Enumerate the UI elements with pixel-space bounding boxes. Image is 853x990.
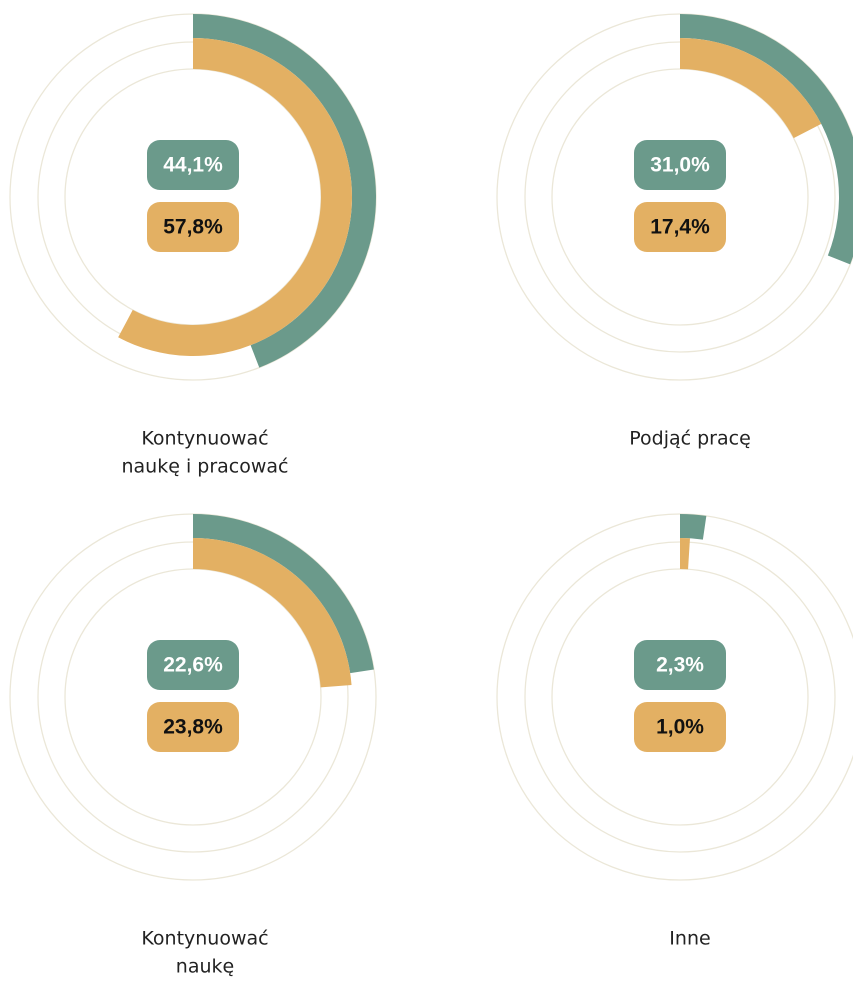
value-label: 31,0% xyxy=(650,154,710,177)
value-label: 57,8% xyxy=(163,216,223,239)
chart-label: Kontynuować xyxy=(141,928,268,950)
guide-circle xyxy=(551,68,809,326)
chart-label: Podjąć pracę xyxy=(629,428,751,450)
value-label: 2,3% xyxy=(656,654,704,677)
radial-bar xyxy=(193,514,374,674)
value-pill xyxy=(634,202,726,252)
value-pill xyxy=(147,140,239,190)
guide-circle xyxy=(64,568,322,826)
chart-label: naukę i pracować xyxy=(122,456,289,478)
value-pill xyxy=(147,202,239,252)
value-pill xyxy=(147,702,239,752)
radial-bar xyxy=(118,38,352,356)
radial-bar xyxy=(193,14,376,368)
guide-circle xyxy=(551,568,809,826)
radial-bar xyxy=(680,14,853,265)
guide-circle xyxy=(524,541,836,853)
value-label: 44,1% xyxy=(163,154,223,177)
value-label: 1,0% xyxy=(656,716,704,739)
value-pill xyxy=(634,140,726,190)
value-label: 17,4% xyxy=(650,216,710,239)
chart-label: naukę xyxy=(176,956,234,978)
chart-label: Kontynuować xyxy=(141,428,268,450)
chart-label: Inne xyxy=(669,928,710,950)
value-pill xyxy=(634,640,726,690)
radial-bar xyxy=(680,38,822,139)
value-pill xyxy=(147,640,239,690)
radial-bar xyxy=(680,514,707,540)
value-label: 22,6% xyxy=(163,654,223,677)
radial-bar xyxy=(193,538,352,688)
radial-bar xyxy=(680,538,690,570)
guide-circle xyxy=(64,68,322,326)
value-pill xyxy=(634,702,726,752)
value-label: 23,8% xyxy=(163,716,223,739)
